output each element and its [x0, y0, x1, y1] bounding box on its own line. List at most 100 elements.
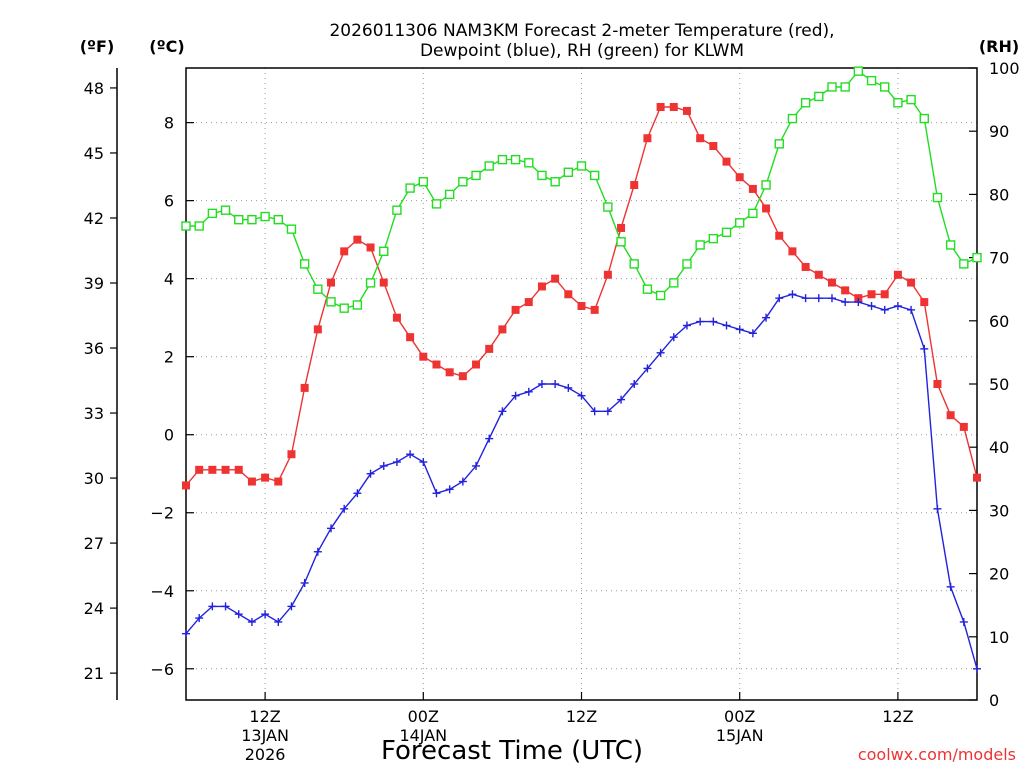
temperature-point — [762, 204, 771, 213]
fahrenheit-axis-unit: (ºF) — [80, 37, 115, 56]
rh-tick-label: 100 — [989, 59, 1020, 78]
dewpoint-point — [287, 602, 296, 611]
temperature-point — [959, 422, 968, 431]
rh-point — [840, 82, 850, 92]
rh-tick-label: 80 — [989, 185, 1009, 204]
rh-point — [959, 259, 969, 269]
tick-labels: −6−4−20246821242730333639424548010203040… — [84, 59, 1020, 764]
fahrenheit-tick-label: 33 — [84, 404, 104, 423]
rh-point — [919, 113, 929, 124]
temperature-point — [234, 465, 243, 474]
rh-point — [510, 154, 521, 165]
rh-point — [194, 221, 204, 231]
rh-line — [186, 70, 978, 309]
rh-tick-label: 70 — [989, 249, 1009, 268]
dewpoint-point — [841, 298, 850, 307]
temperature-point — [841, 286, 850, 295]
rh-point — [458, 177, 468, 187]
temperature-point — [313, 325, 322, 334]
rh-point — [642, 284, 653, 294]
temperature-point — [603, 270, 612, 279]
fahrenheit-tick-label: 30 — [84, 469, 104, 488]
fahrenheit-tick-label: 45 — [84, 144, 104, 163]
rh-point — [669, 278, 679, 288]
temperature-point — [814, 270, 823, 279]
temperature-point — [577, 301, 586, 310]
rh-point — [945, 240, 956, 250]
dewpoint-point — [617, 395, 626, 404]
rh-point — [906, 94, 916, 105]
dewpoint-point — [696, 317, 705, 326]
rh-point — [260, 211, 270, 222]
temperature-point — [564, 290, 573, 299]
rh-point — [563, 167, 574, 177]
time-tick-date: 15JAN — [716, 726, 764, 745]
celsius-tick-label: −4 — [150, 582, 174, 601]
chart-grid — [186, 68, 977, 700]
temperature-point — [195, 465, 204, 474]
dewpoint-point — [551, 380, 560, 388]
rh-point — [893, 98, 903, 108]
time-tick-label: 12Z — [249, 707, 280, 726]
dewpoint-point — [406, 450, 415, 459]
temperature-point — [669, 103, 678, 112]
temperature-point — [498, 325, 507, 334]
dewpoint-point — [814, 294, 823, 303]
temperature-point — [617, 223, 626, 232]
dewpoint-point — [880, 305, 889, 314]
rh-point — [497, 154, 508, 165]
rh-point — [708, 233, 719, 244]
rh-point — [616, 237, 626, 247]
rh-tick-label: 90 — [989, 122, 1009, 141]
rh-point — [735, 218, 745, 228]
dewpoint-point — [195, 614, 204, 623]
temperature-point — [406, 333, 415, 342]
temperature-point — [933, 380, 942, 388]
dewpoint-point — [261, 610, 270, 619]
dewpoint-point — [234, 610, 243, 619]
rh-point — [774, 139, 784, 149]
rh-point — [524, 158, 534, 168]
dewpoint-point — [511, 391, 520, 400]
dewpoint-point — [827, 294, 836, 303]
temperature-point — [366, 243, 375, 252]
rh-point — [695, 240, 705, 250]
dewpoint-point — [577, 391, 586, 400]
rh-point — [247, 214, 257, 225]
temperature-point — [537, 282, 546, 291]
chart-title-line2: Dewpoint (blue), RH (green) for KLWM — [420, 41, 744, 61]
rh-tick-label: 10 — [989, 628, 1009, 647]
rh-point — [537, 170, 547, 181]
fahrenheit-tick-label: 21 — [84, 664, 104, 683]
temperature-point — [630, 181, 639, 190]
temperature-point — [419, 352, 428, 361]
dewpoint-point — [208, 602, 217, 611]
rh-point — [299, 259, 310, 269]
rh-point — [220, 205, 231, 215]
celsius-tick-label: 8 — [164, 114, 174, 133]
dewpoint-point — [300, 578, 309, 587]
rh-point — [418, 177, 428, 187]
celsius-axis-unit: (ºC) — [149, 37, 184, 56]
dewpoint-point — [801, 294, 810, 303]
rh-point — [866, 75, 877, 86]
rh-point — [603, 202, 613, 212]
celsius-tick-label: −6 — [150, 660, 174, 679]
rh-point — [484, 161, 494, 171]
temperature-point — [735, 173, 744, 182]
rh-point — [550, 177, 560, 187]
rh-tick-label: 50 — [989, 375, 1009, 394]
dewpoint-point — [353, 489, 362, 498]
rh-point — [972, 252, 982, 263]
rh-point — [286, 224, 297, 234]
temperature-point — [643, 134, 652, 143]
dewpoint-point — [274, 617, 283, 626]
temperature-point — [221, 465, 230, 474]
rh-point — [339, 303, 349, 313]
temperature-point — [247, 477, 256, 486]
temperature-point — [379, 278, 388, 287]
dewpoint-point — [445, 485, 454, 494]
dewpoint-point — [432, 489, 441, 498]
temperature-point — [340, 247, 349, 256]
dewpoint-point — [854, 298, 863, 307]
